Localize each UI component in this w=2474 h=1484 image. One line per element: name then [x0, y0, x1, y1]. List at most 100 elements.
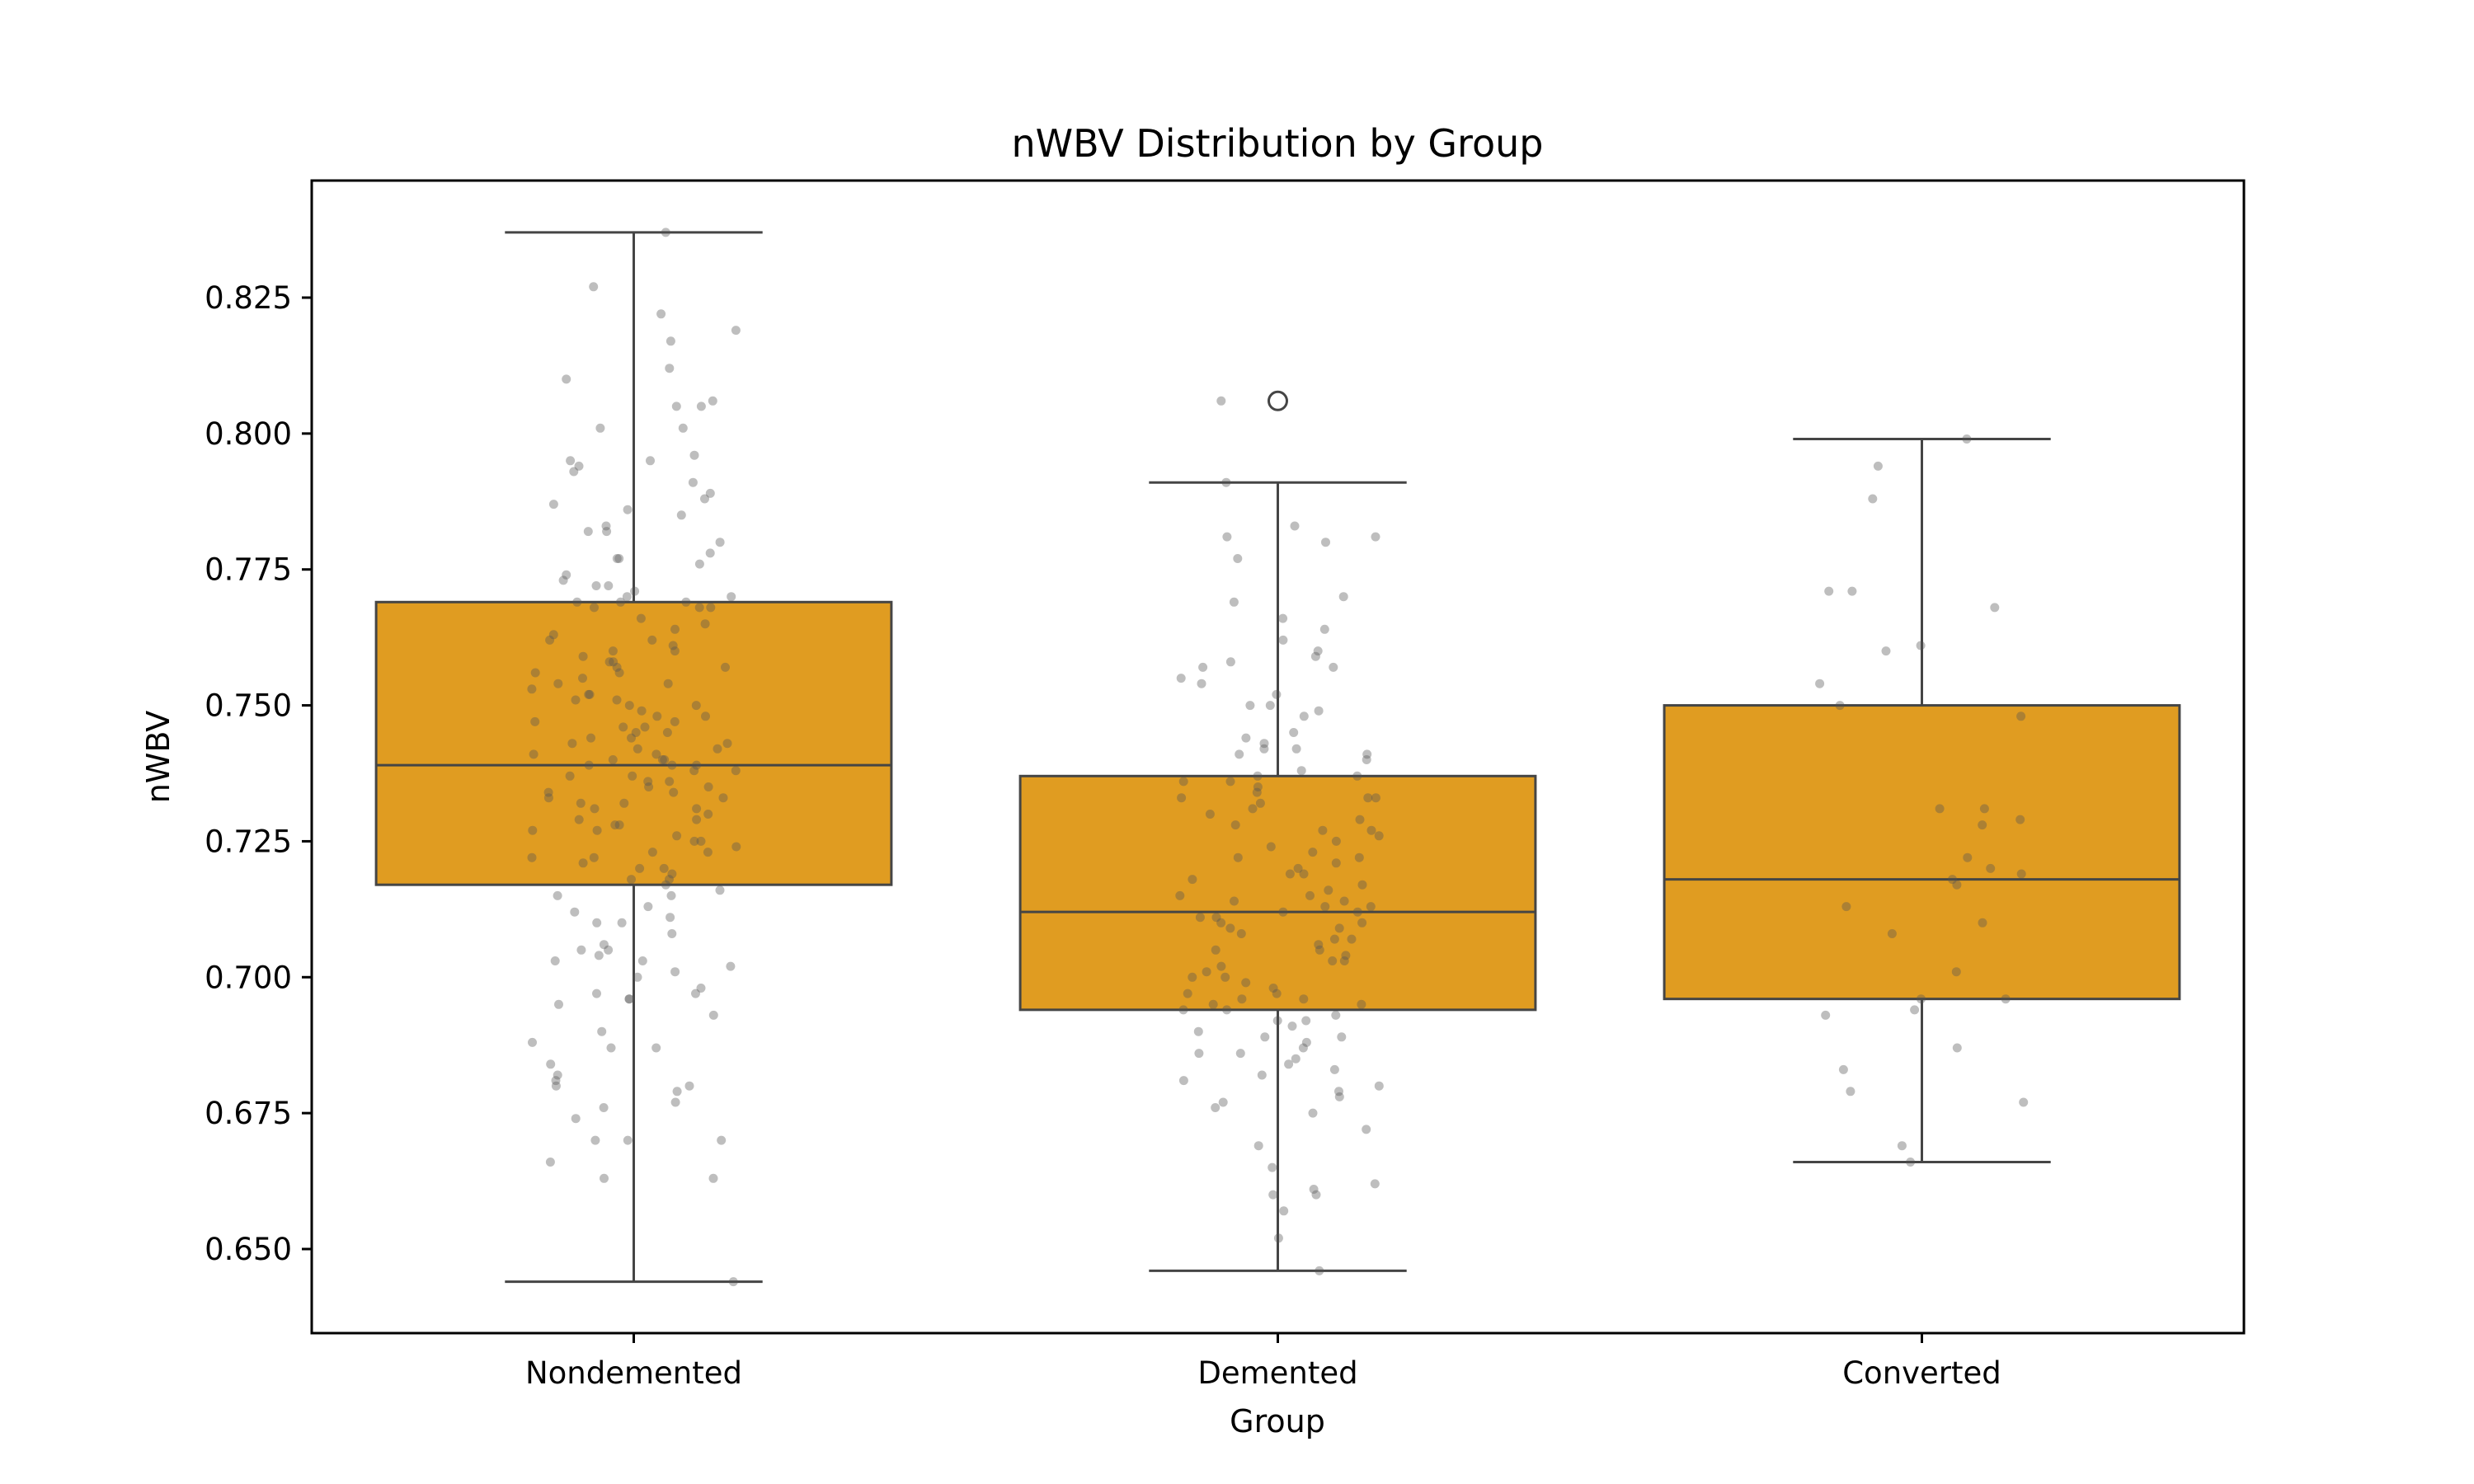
strip-point — [608, 755, 618, 764]
strip-point — [672, 1087, 682, 1097]
strip-point — [667, 929, 677, 938]
strip-point — [594, 951, 604, 960]
strip-point — [1821, 1010, 1831, 1020]
strip-point — [1216, 961, 1226, 971]
strip-point — [614, 554, 624, 563]
strip-point — [1178, 1076, 1188, 1086]
strip-point — [553, 679, 563, 688]
strip-point — [527, 852, 537, 862]
strip-point — [676, 510, 686, 520]
strip-point — [1272, 1016, 1282, 1026]
strip-point — [1357, 880, 1367, 890]
strip-point — [1314, 706, 1324, 716]
strip-point — [1221, 972, 1230, 982]
strip-point — [647, 635, 657, 645]
strip-point — [678, 423, 688, 433]
strip-point — [1308, 848, 1318, 857]
strip-point — [1339, 896, 1349, 906]
strip-point — [1339, 956, 1349, 965]
strip-point — [667, 869, 677, 879]
strip-point — [1362, 1125, 1371, 1134]
strip-point — [705, 488, 715, 498]
strip-point — [1824, 586, 1834, 596]
strip-point — [623, 505, 633, 514]
strip-point — [627, 875, 636, 885]
iqr-box — [1663, 704, 2181, 1001]
outlier-marker — [1268, 390, 1288, 411]
strip-point — [1235, 749, 1244, 759]
strip-point — [570, 907, 580, 917]
strip-point — [1253, 782, 1263, 791]
strip-point — [1278, 635, 1288, 645]
strip-point — [1268, 1162, 1277, 1172]
strip-point — [1308, 1108, 1318, 1118]
strip-point — [1309, 1185, 1319, 1194]
strip-point — [606, 1043, 616, 1053]
strip-point — [722, 739, 732, 749]
strip-point — [1301, 1016, 1311, 1026]
strip-point — [627, 733, 636, 743]
strip-point — [703, 848, 713, 857]
strip-point — [599, 940, 609, 950]
strip-point — [1315, 945, 1324, 955]
strip-point — [628, 771, 637, 781]
strip-point — [571, 695, 581, 705]
strip-point — [1311, 1190, 1321, 1200]
strip-point — [1917, 994, 1926, 1004]
strip-point — [528, 825, 538, 835]
strip-point — [688, 477, 698, 487]
strip-point — [1230, 820, 1240, 830]
strip-point — [592, 825, 602, 835]
strip-point — [604, 945, 614, 955]
strip-point — [1838, 1064, 1848, 1074]
strip-point — [1334, 1087, 1343, 1097]
strip-point — [584, 760, 594, 770]
strip-point — [1321, 538, 1330, 547]
strip-point — [661, 228, 670, 237]
strip-point — [1948, 875, 1957, 885]
strip-point — [1222, 1005, 1232, 1015]
strip-point — [700, 494, 709, 504]
strip-point — [1331, 858, 1341, 868]
strip-point — [565, 771, 575, 781]
strip-point — [602, 527, 612, 537]
y-tick-label: 0.650 — [205, 1232, 292, 1267]
strip-point — [1301, 1037, 1311, 1047]
strip-point — [1183, 989, 1192, 998]
strip-point — [1310, 651, 1320, 661]
y-tick-label: 0.725 — [205, 824, 292, 859]
strip-point — [600, 1173, 609, 1183]
strip-point — [715, 538, 725, 547]
strip-point — [708, 1173, 718, 1183]
strip-point — [689, 766, 699, 776]
strip-point — [1315, 1266, 1324, 1275]
strip-point — [576, 798, 586, 808]
strip-point — [662, 728, 672, 737]
strip-point — [659, 863, 669, 873]
strip-point — [591, 581, 601, 590]
strip-point — [1177, 793, 1187, 803]
strip-point — [1293, 863, 1303, 873]
strip-point — [1233, 852, 1243, 862]
strip-point — [1363, 793, 1373, 803]
strip-point — [1211, 1103, 1221, 1112]
y-tick-label: 0.825 — [205, 280, 292, 316]
iqr-box — [1018, 774, 1537, 1012]
strip-point — [562, 374, 571, 384]
strip-point — [1218, 1097, 1228, 1107]
strip-point — [689, 450, 699, 460]
strip-point — [1357, 918, 1367, 928]
strip-point — [1887, 929, 1897, 938]
strip-point — [592, 918, 602, 928]
strip-point — [708, 396, 717, 406]
strip-point — [589, 852, 599, 862]
strip-point — [1374, 1081, 1384, 1091]
strip-point — [1272, 689, 1282, 699]
strip-point — [701, 711, 710, 721]
strip-point — [1255, 798, 1265, 808]
strip-point — [569, 467, 579, 477]
strip-point — [633, 972, 642, 982]
strip-point — [684, 1081, 694, 1091]
strip-point — [667, 760, 677, 770]
strip-point — [670, 967, 680, 977]
